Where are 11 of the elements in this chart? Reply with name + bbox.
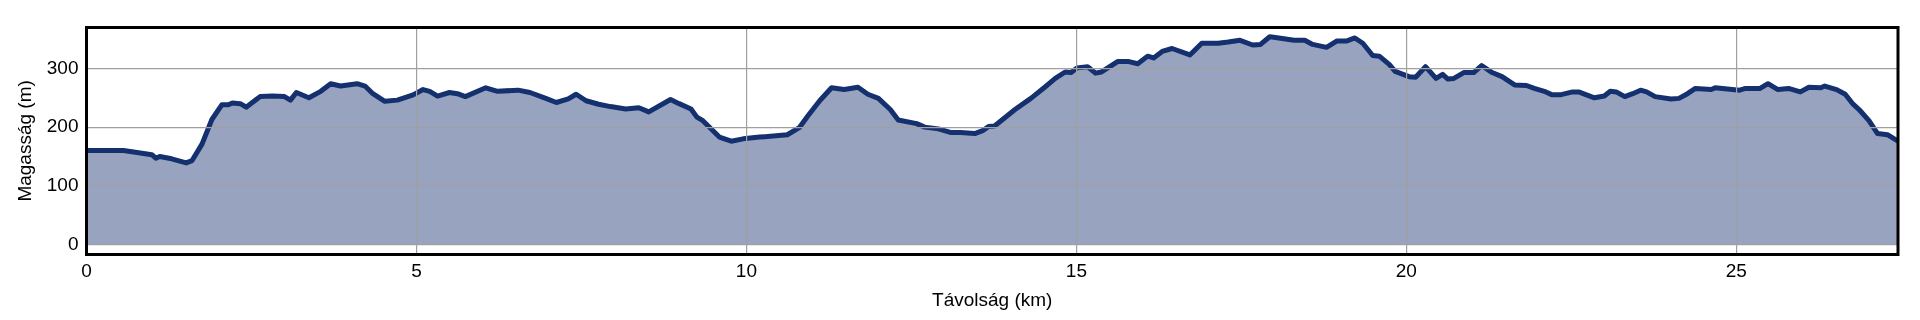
x-tick-label: 5 xyxy=(411,260,422,282)
y-tick-label: 300 xyxy=(46,56,79,78)
y-tick-label: 0 xyxy=(67,232,79,254)
y-axis-title: Magasság (m) xyxy=(13,80,35,202)
x-tick-label: 20 xyxy=(1395,260,1417,282)
x-tick-label: 15 xyxy=(1065,260,1087,282)
y-tick-label: 200 xyxy=(46,115,79,137)
x-tick-label: 25 xyxy=(1725,260,1747,282)
x-axis-title: Távolság (km) xyxy=(932,288,1053,310)
x-tick-label: 10 xyxy=(735,260,757,282)
y-tick-label: 100 xyxy=(46,174,79,196)
